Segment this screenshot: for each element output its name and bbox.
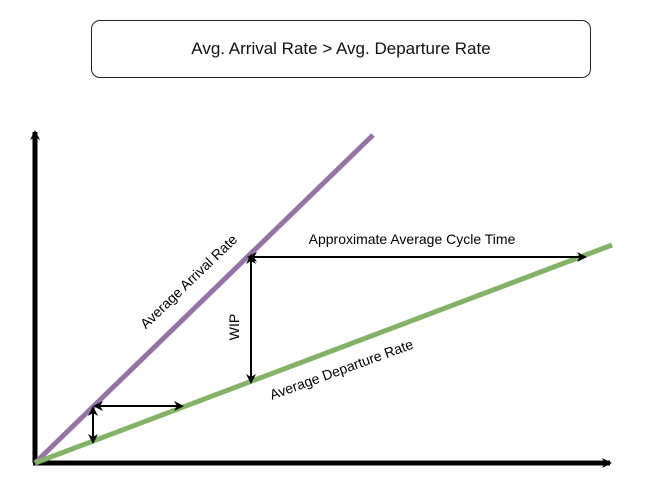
- cycle-time-label: Approximate Average Cycle Time: [309, 231, 516, 247]
- arrival-rate-line: [33, 133, 375, 465]
- departure-rate-line: [34, 242, 613, 466]
- wip-label: WIP: [226, 314, 242, 340]
- diagram-title-box: Avg. Arrival Rate > Avg. Departure Rate: [91, 20, 591, 78]
- diagram-title: Avg. Arrival Rate > Avg. Departure Rate: [191, 39, 491, 58]
